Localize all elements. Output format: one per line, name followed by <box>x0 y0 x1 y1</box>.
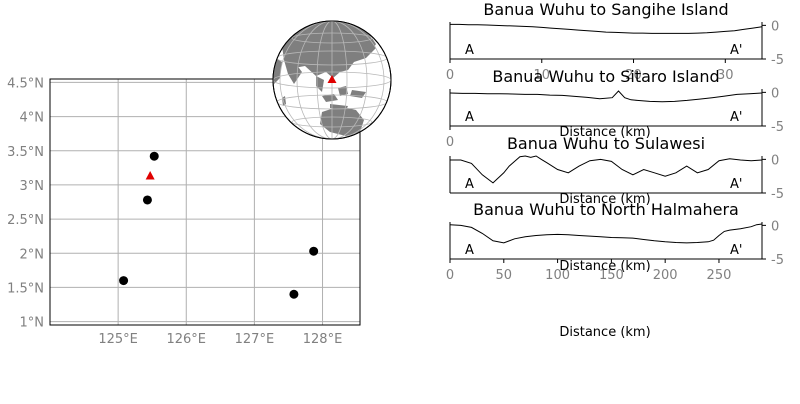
profile-elevation-line <box>450 155 763 184</box>
map-station-point <box>309 246 319 256</box>
map-x-tick-label: 127°E <box>235 332 275 347</box>
profile-x-axis-label: Distance (km) <box>559 192 650 207</box>
profile-y-tick-label: -5 <box>771 253 784 268</box>
profile-title: Banua Wuhu to North Halmahera <box>473 200 739 219</box>
profile-x-tick-label: 250 <box>707 268 732 283</box>
map-station-point <box>289 289 299 299</box>
profile-end-label: A' <box>730 243 742 258</box>
map-y-tick-label: 3°N <box>20 179 45 194</box>
profile-end-label: A' <box>730 43 742 58</box>
map-station-point <box>142 195 152 205</box>
profile-elevation-line <box>449 223 763 244</box>
map-y-tick-label: 1°N <box>20 316 45 331</box>
profile-start-label: A <box>465 43 474 58</box>
map-station-point <box>149 151 159 161</box>
profile-y-tick-label: -5 <box>771 120 784 135</box>
profile-elevation-line <box>450 23 763 34</box>
map-y-tick-label: 1.5°N <box>7 281 44 296</box>
profile-x-tick-label: 50 <box>496 268 513 283</box>
profile-x-tick-label: 0 <box>446 68 454 83</box>
profile-elevation-line <box>449 90 763 103</box>
profile-y-tick-label: 0 <box>771 153 779 168</box>
map-x-tick-label: 128°E <box>303 332 343 347</box>
map-y-tick-label: 3.5°N <box>7 145 44 160</box>
profile-panel-sitaro: 0 0 -5 A A' Banua Wuhu to Sitaro Island Distan… <box>446 67 784 150</box>
profile-y-tick-label: 0 <box>771 86 779 101</box>
map-panel: 125°E 126°E 127°E 128°E 1°N 1.5°N 2°N 2.5°N 3°N 3… <box>7 76 361 347</box>
profile-start-label: A <box>465 177 474 192</box>
profile-x-axis-label: Distance (km) <box>559 259 650 274</box>
profile-x-tick-label: 0 <box>446 268 454 283</box>
profile-x-tick-label: 200 <box>653 268 678 283</box>
globe-inset <box>272 20 392 140</box>
map-frame <box>49 78 361 326</box>
profile-end-label: A' <box>730 110 742 125</box>
map-x-tick-label: 126°E <box>166 332 206 347</box>
profile-title: Banua Wuhu to Sulawesi <box>507 134 705 153</box>
profile-x-tick-label: 100 <box>545 268 570 283</box>
profile-y-tick-label: 0 <box>771 219 779 234</box>
profile-start-label: A <box>465 243 474 258</box>
profile-x-tick-label: 30 <box>717 68 734 83</box>
profile-x-tick-label: 0 <box>446 135 454 150</box>
map-y-tick-label: 4.5°N <box>7 76 44 91</box>
profile-panel-sangihe: 0 10 20 30 0 -5 A A' Banua Wuhu to Sangihe Islan… <box>446 0 784 83</box>
globe-location-marker <box>327 75 337 83</box>
map-volcano-marker <box>145 171 155 180</box>
profile-end-label: A' <box>730 177 742 192</box>
profile-y-tick-label: -5 <box>771 187 784 202</box>
map-station-point <box>119 276 129 286</box>
profile-title: Banua Wuhu to Sangihe Island <box>483 0 728 19</box>
profile-x-tick-label: 150 <box>599 268 624 283</box>
profile-x-tick-label: 20 <box>625 68 642 83</box>
profile-panel-sulawesi: 0 -5 A A' Banua Wuhu to Sulawesi Distance (km… <box>449 134 784 207</box>
map-y-tick-label: 2°N <box>20 247 45 262</box>
profile-start-label: A <box>465 110 474 125</box>
profile-y-tick-label: 0 <box>771 19 779 34</box>
globe-outline <box>272 20 392 140</box>
bottom-x-axis-label: Distance (km) <box>559 325 650 340</box>
profile-x-tick-label: 10 <box>533 68 550 83</box>
map-x-tick-label: 125°E <box>98 332 138 347</box>
map-y-tick-label: 4°N <box>20 111 45 126</box>
profile-title: Banua Wuhu to Sitaro Island <box>492 67 719 86</box>
profile-x-axis-label: Distance (km) <box>559 125 650 140</box>
profile-panel-north-halmahera: 0 50 100 150 200 250 0 -5 A A' Banua Wuhu to North… <box>446 200 784 283</box>
profile-y-tick-label: -5 <box>771 53 784 68</box>
map-y-tick-label: 2.5°N <box>7 213 44 228</box>
